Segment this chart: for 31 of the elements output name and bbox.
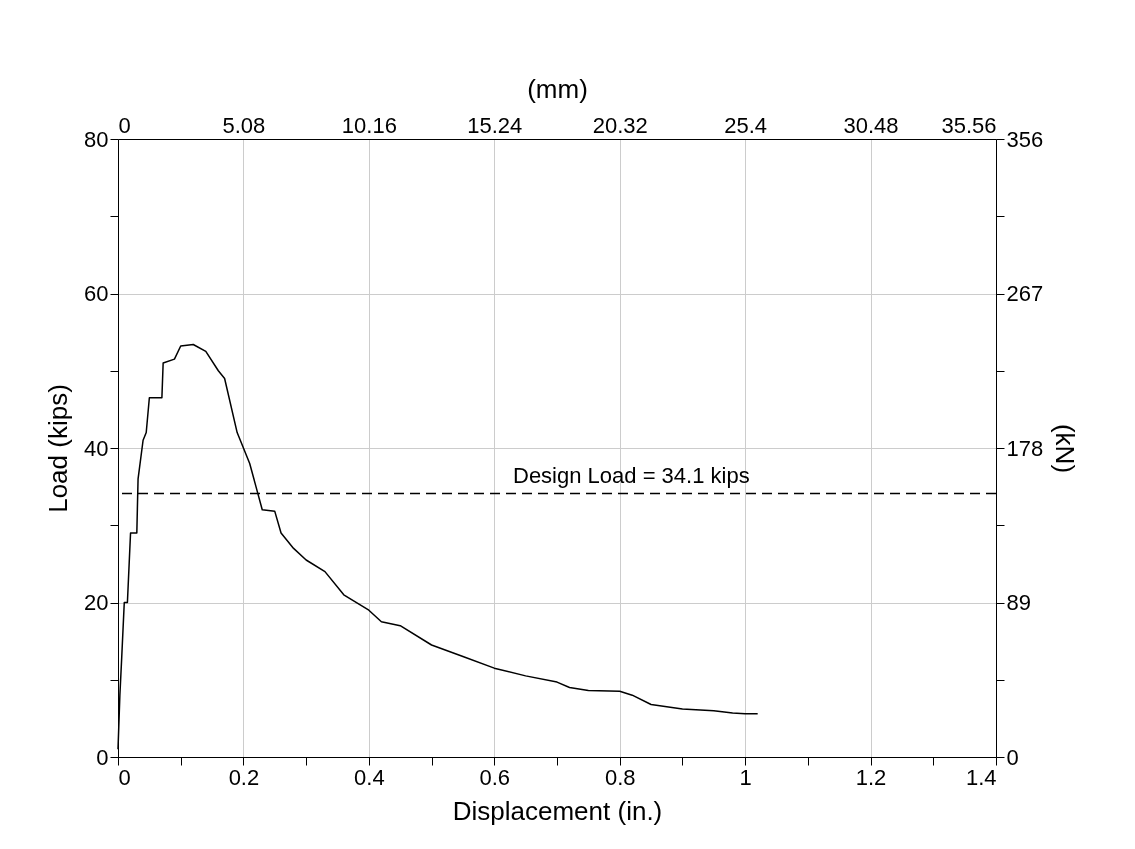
x2-axis-title: (mm) bbox=[527, 73, 588, 104]
y-tick-label: 80 bbox=[84, 126, 109, 152]
y2-tick-label: 89 bbox=[1006, 590, 1031, 615]
x-axis-title: Displacement (in.) bbox=[452, 795, 663, 826]
y-tick-label: 40 bbox=[84, 435, 109, 461]
y-tick-label: 20 bbox=[84, 590, 109, 615]
y-axis-title: Load (kips) bbox=[43, 384, 74, 513]
x2-tick-label: 20.32 bbox=[592, 112, 648, 138]
y2-tick-label: 356 bbox=[1006, 126, 1044, 152]
x-tick-label: 0 bbox=[118, 764, 131, 790]
y2-tick-label: 178 bbox=[1006, 435, 1044, 461]
x-tick-label: 1.2 bbox=[855, 764, 887, 790]
x-tick-label: 1 bbox=[739, 764, 752, 790]
x-tick-label: 0.2 bbox=[228, 764, 260, 790]
x2-tick-label: 10.16 bbox=[341, 112, 397, 138]
x2-tick-label: 25.4 bbox=[724, 112, 768, 138]
x2-tick-label: 0 bbox=[118, 112, 131, 138]
x2-tick-label: 35.56 bbox=[941, 112, 997, 138]
y-tick-label: 0 bbox=[96, 744, 109, 770]
y2-axis-title: (kN) bbox=[1050, 423, 1081, 474]
ref-line-label: Design Load = 34.1 kips bbox=[513, 462, 750, 488]
x-tick-label: 0.4 bbox=[354, 764, 385, 790]
x2-tick-label: 15.24 bbox=[467, 112, 523, 138]
x-tick-label: 1.4 bbox=[965, 764, 997, 790]
x-tick-label: 0.8 bbox=[604, 764, 636, 790]
y-tick-label: 60 bbox=[84, 281, 109, 306]
x-tick-label: 0.6 bbox=[479, 764, 511, 790]
y2-tick-label: 0 bbox=[1006, 744, 1019, 770]
x2-tick-label: 5.08 bbox=[222, 112, 266, 138]
x2-tick-label: 30.48 bbox=[843, 112, 899, 138]
y2-tick-label: 267 bbox=[1006, 281, 1044, 306]
